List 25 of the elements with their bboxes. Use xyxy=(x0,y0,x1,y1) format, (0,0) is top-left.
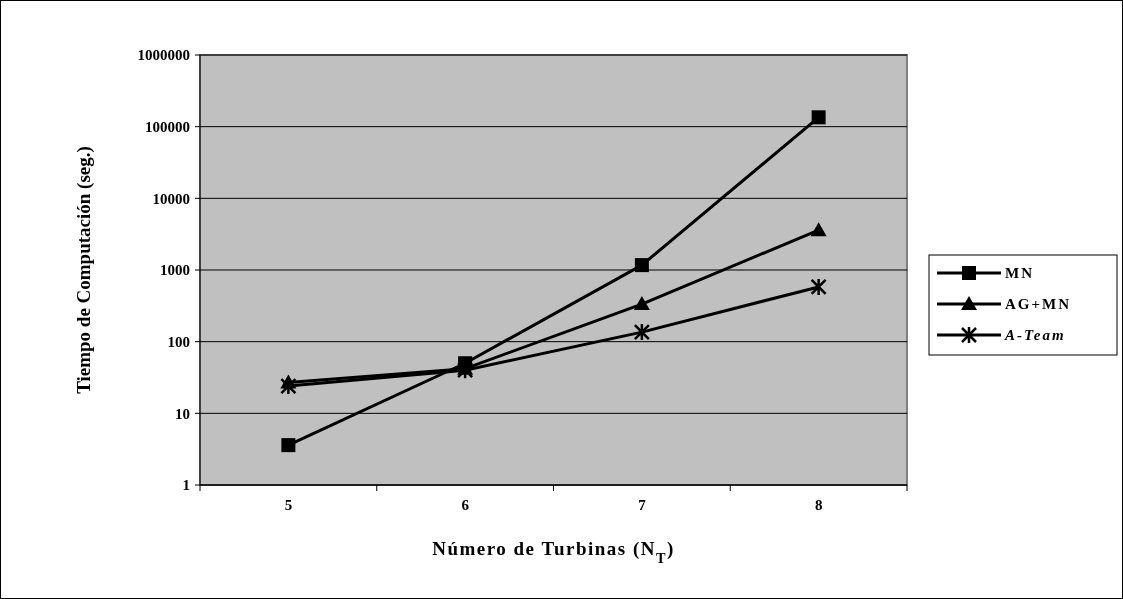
x-axis-title: Número de Turbinas (N$_{T}$) xyxy=(432,538,675,566)
point xyxy=(634,258,649,273)
point xyxy=(280,376,297,396)
x-tick-label: 6 xyxy=(461,497,470,513)
y-tick-label: 1 xyxy=(182,477,190,494)
point xyxy=(811,110,826,125)
y-tick-label: 1000000 xyxy=(137,47,190,64)
legend-label: A-Team xyxy=(1004,327,1066,344)
y-tick-label: 10 xyxy=(175,405,190,422)
point xyxy=(281,438,296,453)
x-tick-label: 8 xyxy=(814,497,823,513)
point xyxy=(810,277,827,297)
y-tick-label: 10000 xyxy=(152,190,190,207)
point xyxy=(456,360,474,380)
legend-label: AG+MN xyxy=(1005,296,1072,313)
x-tick-label: 5 xyxy=(284,497,293,513)
y-tick-label: 1000 xyxy=(160,262,190,279)
x-tick-label: 7 xyxy=(638,497,647,513)
point xyxy=(633,296,650,311)
point xyxy=(633,322,651,342)
y-tick-label: 100 xyxy=(167,333,190,350)
point xyxy=(810,222,827,237)
y-axis-title: Tiempo de Computación (seg.) xyxy=(73,146,95,394)
y-tick-label: 100000 xyxy=(145,118,190,135)
legend-label: MN xyxy=(1005,265,1034,282)
